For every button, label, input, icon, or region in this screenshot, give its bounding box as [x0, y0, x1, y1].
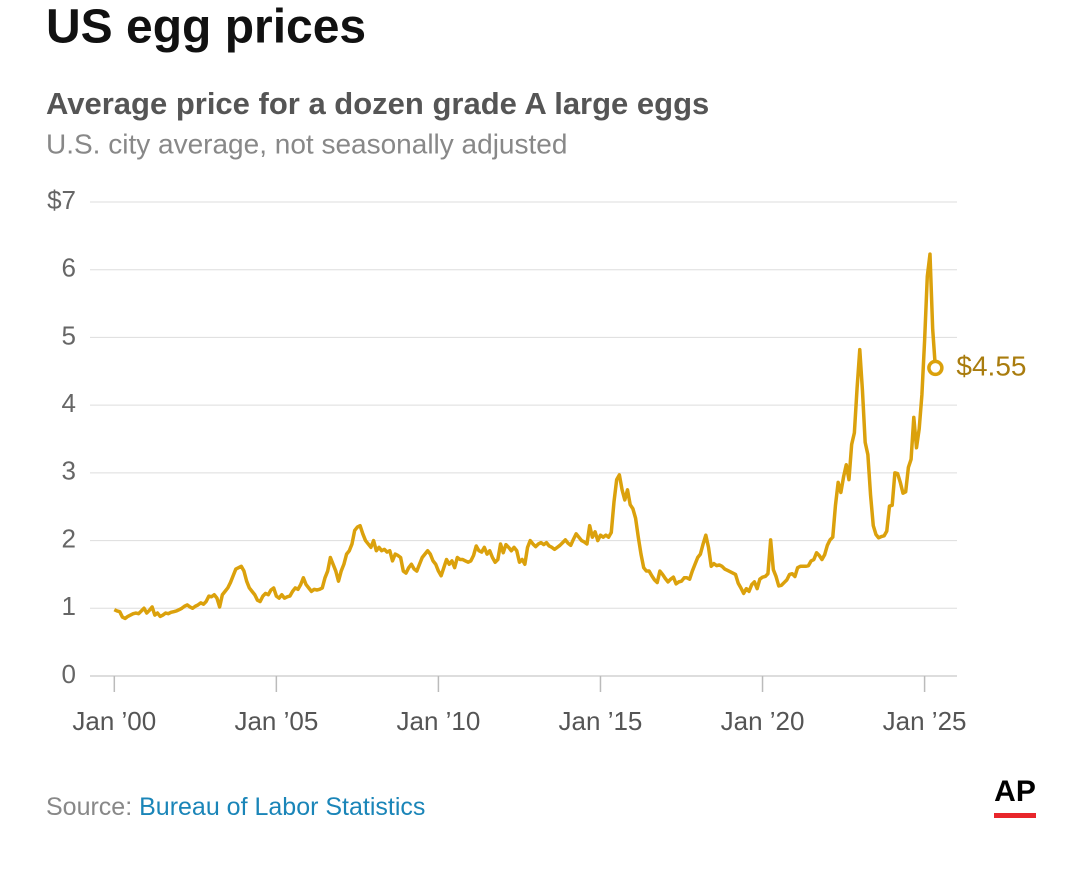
x-tick-label: Jan ’10: [396, 706, 480, 736]
y-tick-label: $7: [47, 185, 76, 215]
source-label: Source:: [46, 793, 132, 821]
y-tick-label: 5: [62, 320, 76, 350]
x-tick-label: Jan ’20: [721, 706, 805, 736]
chart-title: US egg prices: [46, 1, 366, 54]
x-tick-label: Jan ’25: [883, 706, 967, 736]
x-tick-label: Jan ’15: [559, 706, 643, 736]
end-marker: [927, 359, 944, 377]
end-label: $4.55: [956, 350, 1026, 381]
x-tick-label: Jan ’05: [234, 706, 318, 736]
logo-bar: [994, 813, 1036, 818]
source: Source: Bureau of Labor Statistics: [46, 793, 425, 821]
y-tick-label: 3: [62, 456, 76, 486]
source-link[interactable]: Bureau of Labor Statistics: [139, 793, 425, 821]
chart-note: U.S. city average, not seasonally adjust…: [46, 128, 567, 159]
x-tick-label: Jan ’00: [72, 706, 156, 736]
y-tick-label: 1: [62, 591, 76, 621]
chart-subtitle: Average price for a dozen grade A large …: [46, 86, 709, 121]
y-tick-label: 0: [62, 659, 76, 689]
y-tick-label: 6: [62, 253, 76, 283]
y-tick-label: 4: [62, 388, 76, 418]
logo: AP: [994, 775, 1036, 808]
price-line: [113, 252, 938, 621]
y-tick-label: 2: [62, 523, 76, 553]
